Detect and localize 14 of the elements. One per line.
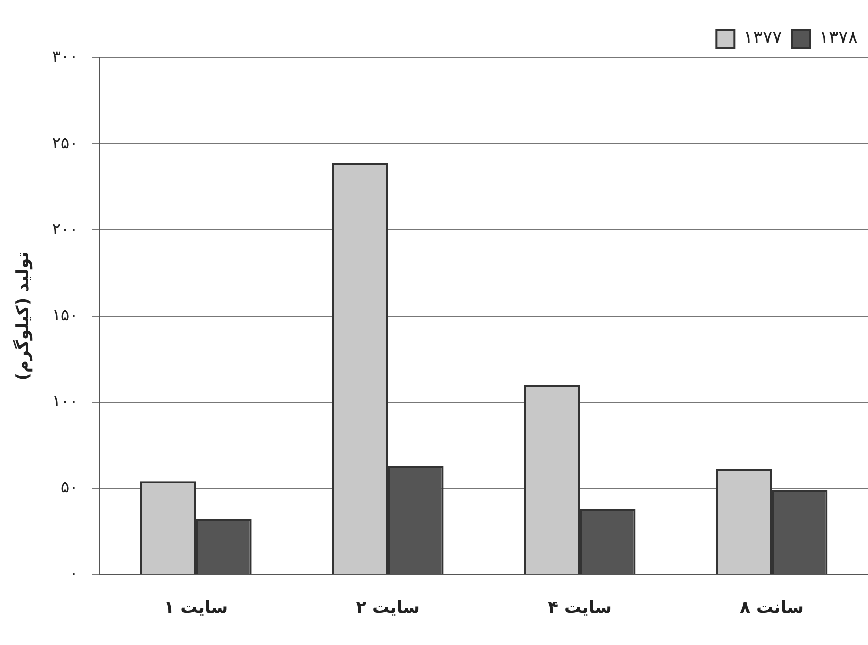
legend-label: ۱۳۷۷: [744, 28, 783, 49]
y-tick-label: ۲۵۰: [52, 133, 78, 152]
y-tick-label: ۲۰۰: [52, 219, 78, 238]
legend-label: ۱۳۷۸: [819, 28, 858, 49]
y-tick-label: ۰: [70, 564, 78, 583]
y-tick-label: ۳۰۰: [52, 47, 78, 66]
x-tick-label: سایت ۴: [548, 598, 612, 618]
x-tick-label: سانت ۸: [740, 598, 804, 618]
y-axis-title: تولید (کیلوگرم): [12, 252, 34, 381]
x-tick-label: سایت ۲: [356, 598, 420, 618]
x-tick-label: سایت ۱: [164, 598, 228, 618]
y-tick-label: ۵۰: [60, 478, 78, 497]
y-tick-label: ۱۰۰: [52, 392, 78, 411]
y-tick-label: ۱۵۰: [52, 305, 78, 324]
